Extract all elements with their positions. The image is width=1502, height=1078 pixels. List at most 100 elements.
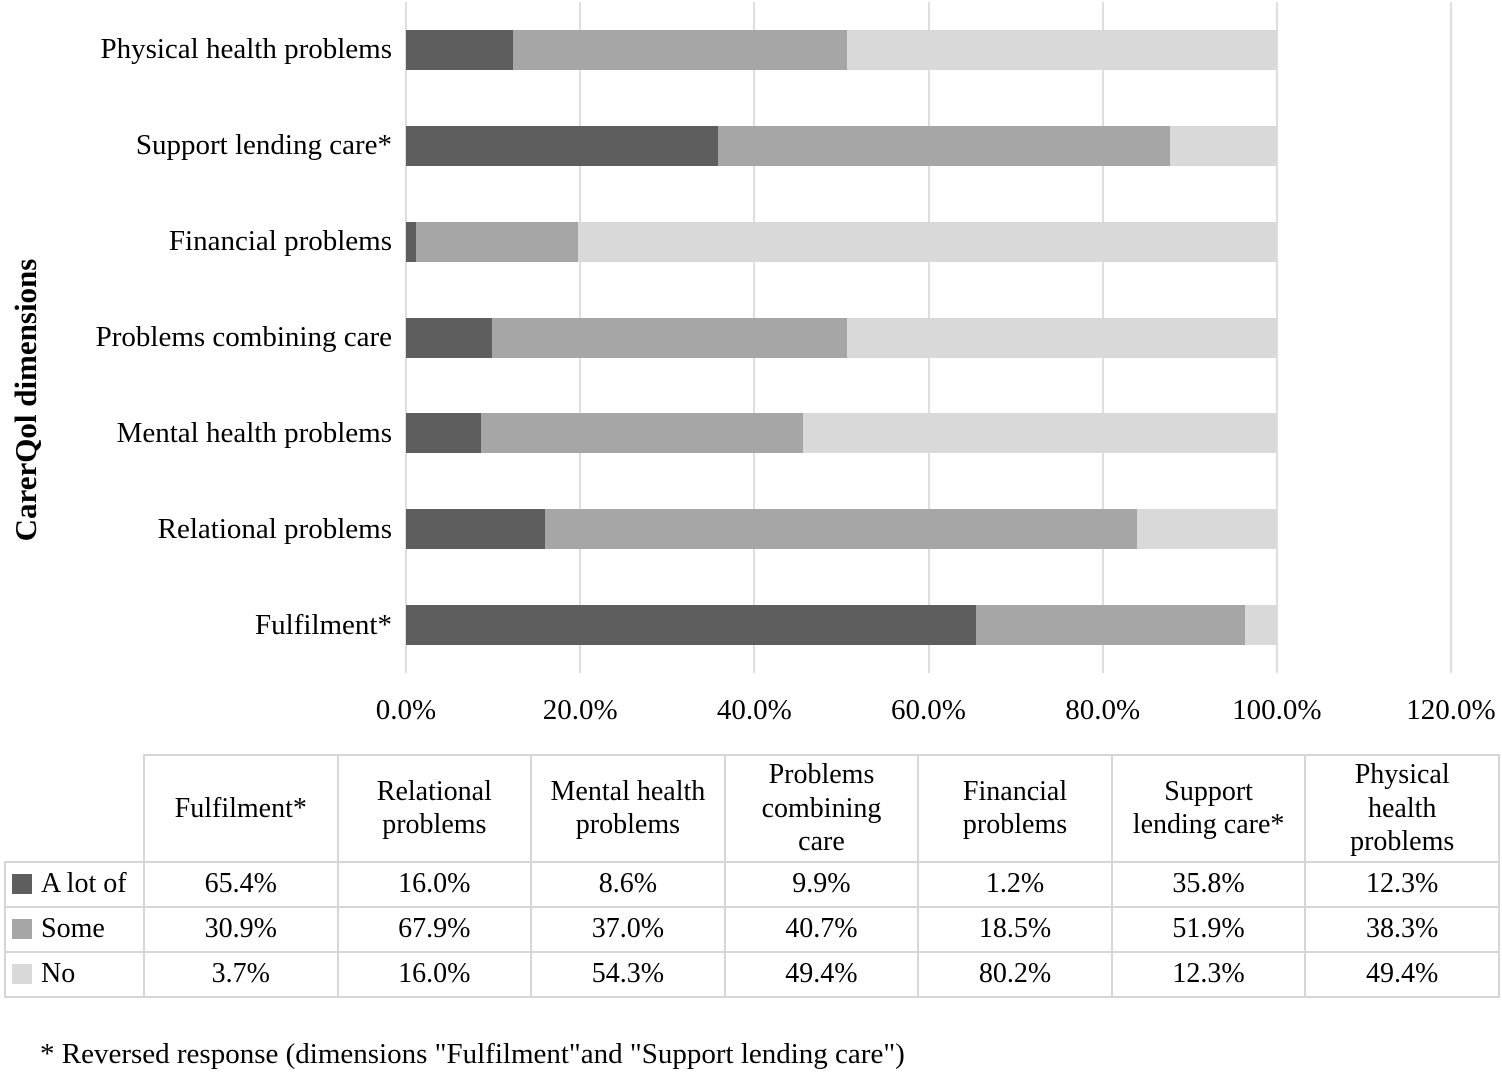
stacked-bar [406,605,1451,646]
value-cell: 30.9% [143,905,339,953]
bar-segment-no [846,29,1277,70]
stacked-bar [406,317,1451,358]
table-row: A lot of 65.4% 16.0% 8.6% 9.9% 1.2% 35.8% 12.3% [4,860,1500,908]
value-cell: 49.4% [1304,950,1500,998]
value-cell: 16.0% [336,950,533,998]
bar-segment-some [975,605,1245,646]
bar-segment-some [480,413,804,454]
plot-area [405,2,1452,673]
bar-segment-no [1136,509,1276,550]
value-cell: 9.9% [723,860,920,908]
x-axis-tick-label: 40.0% [716,694,792,726]
x-axis-tick-label: 120.0% [1406,694,1496,726]
y-category-label: Financial problems [168,225,392,258]
gridline [1275,2,1278,673]
table-column-header: Fulfilment* [143,754,339,863]
y-category-label: Relational problems [157,512,392,545]
bar-segment-no [846,317,1277,358]
bar-segment-no [577,221,1276,262]
table-column-header: Problems combining care [723,754,920,863]
legend-cell: No [4,950,145,998]
x-axis-tick-label: 0.0% [375,694,437,726]
value-cell: 12.3% [1304,860,1500,908]
bar-segment-no [803,413,1276,454]
value-cell: 80.2% [917,950,1113,998]
value-cell: 12.3% [1110,950,1307,998]
x-axis-tick-label: 20.0% [542,694,618,726]
bar-segment-a-lot-of [406,29,514,70]
value-cell: 18.5% [917,905,1113,953]
bar-segment-some [545,509,1137,550]
bar-segment-a-lot-of [406,221,417,262]
bar-segment-some [717,125,1170,166]
y-category-label: Problems combining care [95,321,392,353]
bar-row [406,481,1451,577]
bars-layer [406,2,1451,673]
value-cell: 16.0% [336,860,533,908]
legend-cell: Some [4,905,145,953]
value-cell: 38.3% [1304,905,1500,953]
value-cell: 1.2% [917,860,1113,908]
table-column-header: Support lending care* [1110,754,1307,863]
value-cell: 49.4% [723,950,920,998]
bar-segment-some [492,317,847,358]
table-column-header: Relational problems [336,754,533,863]
value-cell: 54.3% [530,950,726,998]
data-table: Fulfilment* Relational problems Mental hea… [4,754,1500,998]
value-cell: 51.9% [1110,905,1307,953]
gridline [1450,2,1452,673]
x-axis-tick-label: 80.0% [1065,694,1141,726]
bar-segment-a-lot-of [406,605,976,646]
table-header-row: Fulfilment* Relational problems Mental hea… [5,754,1500,863]
bar-segment-a-lot-of [406,125,718,166]
bar-row [406,194,1451,290]
y-axis-title: CarerQol dimensions [8,258,43,542]
y-category-label: Physical health problems [100,33,392,66]
legend-label: No [41,958,76,990]
legend-swatch-icon [12,919,32,940]
value-cell: 37.0% [530,905,726,953]
y-category-label: Support lending care* [135,129,392,162]
value-cell: 40.7% [723,905,920,953]
stacked-bar [406,413,1451,454]
bar-segment-some [513,29,847,70]
bar-row [406,577,1451,673]
value-cell: 3.7% [143,950,339,998]
value-cell: 8.6% [530,860,726,908]
bar-row [406,290,1451,386]
legend-swatch-icon [12,964,32,985]
y-category-label: Mental health problems [116,416,392,449]
x-axis-labels: 0.0% 20.0% 40.0% 60.0% 80.0% 100.0% 120.0% [376,694,1496,730]
table-row: No 3.7% 16.0% 54.3% 49.4% 80.2% 12.3% 49.4% [4,950,1500,998]
bar-segment-a-lot-of [406,413,481,454]
legend-swatch-icon [12,874,32,895]
bar-row [406,98,1451,194]
bar-segment-some [416,221,578,262]
bar-row [406,2,1451,98]
bar-segment-no [1244,605,1277,646]
y-category-labels: Physical health problems Support lending … [48,2,392,673]
table-corner-cell [5,755,145,863]
legend-cell: A lot of [4,860,145,908]
y-category-label: Fulfilment* [255,608,392,641]
legend-label: Some [41,913,105,945]
stacked-bar [406,221,1451,262]
table-column-header: Physical health problems [1304,754,1500,863]
table-row: Some 30.9% 67.9% 37.0% 40.7% 18.5% 51.9% 38.3% [4,905,1500,953]
value-cell: 35.8% [1110,860,1307,908]
footnote: * Reversed response (dimensions "Fulfilm… [40,1038,905,1070]
stacked-bar [406,509,1451,550]
bar-segment-a-lot-of [406,509,546,550]
stacked-bar [406,29,1451,70]
bar-row [406,385,1451,481]
bar-segment-no [1169,125,1277,166]
x-axis-tick-label: 60.0% [891,694,966,726]
table-column-header: Mental health problems [530,754,726,863]
value-cell: 67.9% [336,905,533,953]
value-cell: 65.4% [143,860,339,908]
table-column-header: Financial problems [917,754,1113,863]
stacked-bar [406,125,1451,166]
legend-label: A lot of [41,868,127,900]
bar-segment-a-lot-of [406,317,493,358]
